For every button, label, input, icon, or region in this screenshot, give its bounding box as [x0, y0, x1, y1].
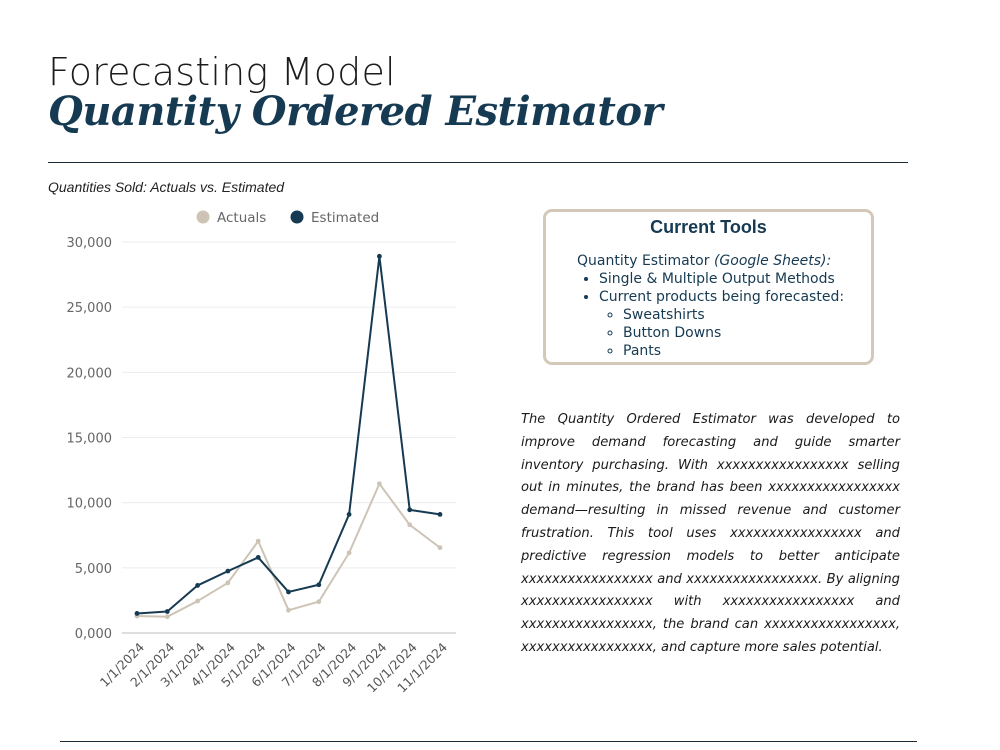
tools-sub-bullet: Sweatshirts: [623, 306, 844, 324]
y-tick-label: 20,000: [67, 366, 113, 381]
data-point-estimated: [407, 507, 413, 513]
chart-title: Quantities Sold: Actuals vs. Estimated: [48, 179, 285, 195]
data-point-estimated: [225, 568, 231, 574]
data-point-estimated: [195, 583, 201, 588]
data-point-estimated: [255, 555, 261, 560]
description-paragraph: The Quantity Ordered Estimator was devel…: [521, 412, 900, 655]
series-line-estimated: [136, 255, 441, 615]
y-tick-label: 30,000: [67, 236, 113, 251]
tools-intro: Quantity Estimator (Google Sheets):: [577, 252, 844, 270]
data-point-actuals: [195, 598, 201, 604]
tools-bullet-label: Current products being forecasted:: [599, 289, 845, 305]
current-tools-panel: Current Tools Quantity Estimator (Google…: [543, 209, 874, 365]
data-point-actuals: [316, 599, 322, 605]
page-title: Forecasting Model: [48, 50, 396, 94]
data-point-actuals: [377, 481, 382, 487]
y-tick-label: 25,000: [67, 301, 113, 316]
tools-intro-italic: (Google Sheets):: [713, 253, 832, 269]
current-tools-list: Quantity Estimator (Google Sheets): Sing…: [577, 252, 844, 360]
data-point-estimated: [377, 253, 382, 259]
y-tick-label: 10,000: [67, 497, 113, 512]
line-chart: 0,000 5,000 10,000 15,000 20,000 25,000 30,000…: [67, 210, 456, 695]
data-point-estimated: [437, 511, 443, 517]
data-point-estimated: [316, 582, 322, 588]
legend-swatch-estimated: [290, 210, 304, 224]
page-subtitle: Quantity Ordered Estimator: [48, 88, 663, 135]
data-point-estimated: [286, 589, 291, 595]
current-tools-title: Current Tools: [650, 217, 767, 237]
y-tick-label: 0,000: [75, 627, 112, 642]
data-point-actuals: [225, 580, 231, 586]
data-point-estimated: [134, 611, 140, 616]
tools-intro-text: Quantity Estimator: [577, 253, 714, 269]
data-point-actuals: [255, 538, 261, 544]
tools-sub-bullet: Button Downs: [623, 324, 844, 342]
tools-bullet: Current products being forecasted: Sweat…: [599, 288, 844, 360]
tools-bullet: Single & Multiple Output Methods: [599, 270, 844, 288]
y-tick-label: 15,000: [67, 432, 113, 447]
y-tick-label: 5,000: [75, 562, 112, 577]
top-divider: [48, 162, 908, 163]
legend-label-actuals: Actuals: [217, 210, 266, 226]
data-point-estimated: [346, 511, 352, 517]
data-point-actuals: [286, 607, 291, 613]
series-line-actuals: [136, 482, 441, 618]
data-point-actuals: [437, 545, 443, 551]
data-point-estimated: [164, 609, 170, 614]
tools-sub-bullet: Pants: [623, 342, 844, 360]
data-point-actuals: [164, 614, 170, 620]
data-point-actuals: [407, 522, 413, 528]
legend-label-estimated: Estimated: [311, 210, 379, 226]
legend-swatch-actuals: [196, 210, 210, 224]
data-point-actuals: [346, 550, 352, 556]
bottom-divider: [60, 741, 917, 742]
